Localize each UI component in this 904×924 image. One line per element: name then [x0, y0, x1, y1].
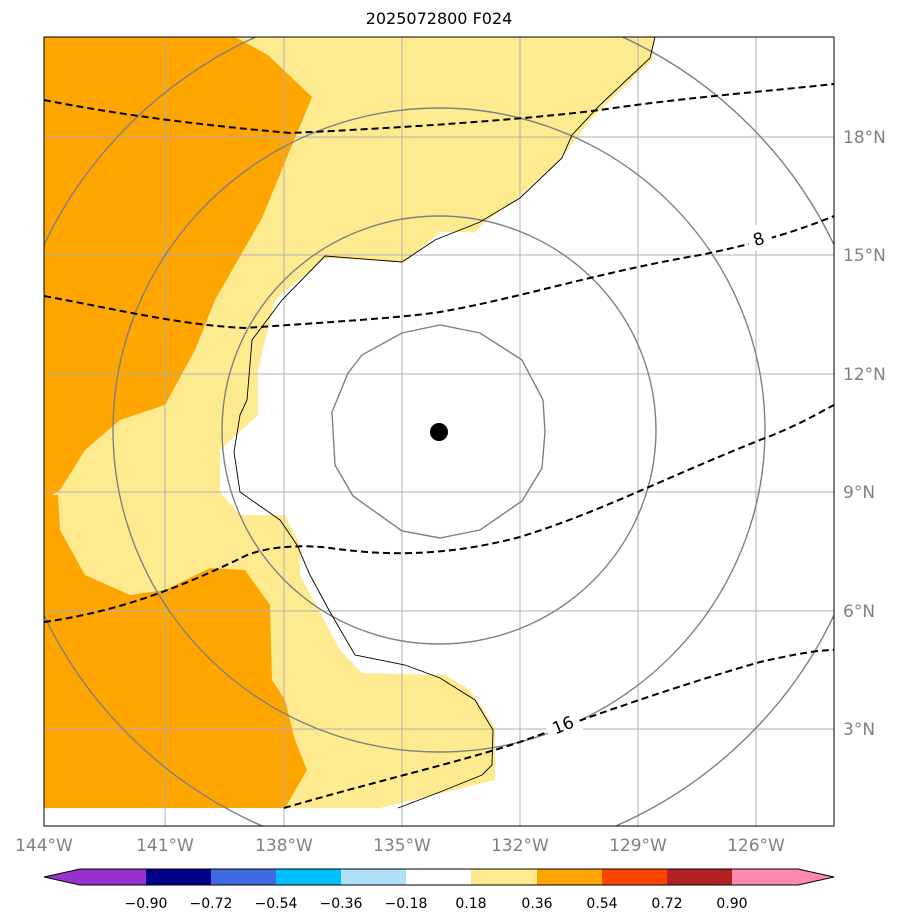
- colorbar-tick: 0.18: [455, 896, 486, 912]
- colorbar-ticks: −0.90 −0.72 −0.54 −0.36 −0.18 0.18 0.36 …: [125, 896, 748, 912]
- lat-tick: 6°N: [843, 602, 875, 622]
- colorbar-extend-high: [798, 869, 834, 885]
- lon-tick: 141°W: [136, 836, 194, 856]
- colorbar-tick: −0.54: [255, 896, 298, 912]
- bottom-white-strip: [44, 808, 834, 826]
- contour-middle: [44, 404, 834, 623]
- contour-north: [44, 83, 834, 135]
- range-ring-3: [112, 107, 766, 753]
- colorbar-tick: 0.36: [521, 896, 552, 912]
- colorbar-segment: [80, 869, 146, 885]
- colorbar-tick: −0.18: [385, 896, 428, 912]
- latitude-ticks: 18°N 15°N 12°N 9°N 6°N 3°N: [843, 128, 886, 740]
- lon-tick: 126°W: [727, 836, 785, 856]
- colorbar: [43, 868, 835, 886]
- map-panel: 8 16: [44, 37, 834, 826]
- colorbar-outline: [43, 868, 835, 886]
- lat-tick: 18°N: [843, 128, 886, 148]
- page-title: 2025072800 F024: [365, 9, 513, 28]
- lat-tick: 12°N: [843, 365, 886, 385]
- lat-tick: 3°N: [843, 720, 875, 740]
- colorbar-segment: [667, 869, 732, 885]
- lon-tick: 144°W: [15, 836, 73, 856]
- colorbar-segment: [537, 869, 602, 885]
- boundary-line: [233, 37, 656, 809]
- lon-tick: 132°W: [491, 836, 549, 856]
- lon-tick: 138°W: [255, 836, 313, 856]
- lon-tick: 135°W: [373, 836, 431, 856]
- contour-label-16-background: [542, 707, 584, 743]
- colorbar-tick: −0.36: [320, 896, 363, 912]
- colorbar-tick: 0.90: [716, 896, 747, 912]
- lat-tick: 9°N: [843, 483, 875, 503]
- colorbar-segment: [406, 869, 471, 885]
- storm-center-marker: [430, 423, 448, 441]
- dashed-contours: [44, 83, 834, 809]
- colorbar-segment: [276, 869, 341, 885]
- map-frame: [43, 36, 835, 827]
- colorbar-segment: [211, 869, 276, 885]
- contour-label-8-background: [743, 221, 775, 253]
- colorbar-segment: [602, 869, 667, 885]
- colorbar-tick: −0.90: [125, 896, 168, 912]
- lon-tick: 129°W: [609, 836, 667, 856]
- colorbar-tick: 0.72: [651, 896, 682, 912]
- orange-shade-region-south: [44, 495, 307, 808]
- range-ring-1: [331, 324, 546, 539]
- colorbar-tick: 0.54: [586, 896, 617, 912]
- colorbar-segment: [471, 869, 537, 885]
- orange-shade-region-west: [44, 37, 312, 500]
- range-rings: [44, 37, 834, 826]
- lat-tick: 15°N: [843, 246, 886, 266]
- colorbar-tick: −0.72: [190, 896, 233, 912]
- range-ring-2: [221, 215, 657, 645]
- longitude-ticks: 144°W 141°W 138°W 135°W 132°W 129°W 126°…: [15, 836, 785, 856]
- colorbar-segment: [732, 869, 798, 885]
- colorbar-extend-low: [44, 869, 80, 885]
- colorbar-segment: [341, 869, 406, 885]
- colorbar-segment: [146, 869, 211, 885]
- grid-lines: [44, 37, 834, 826]
- contour-8: [44, 215, 834, 330]
